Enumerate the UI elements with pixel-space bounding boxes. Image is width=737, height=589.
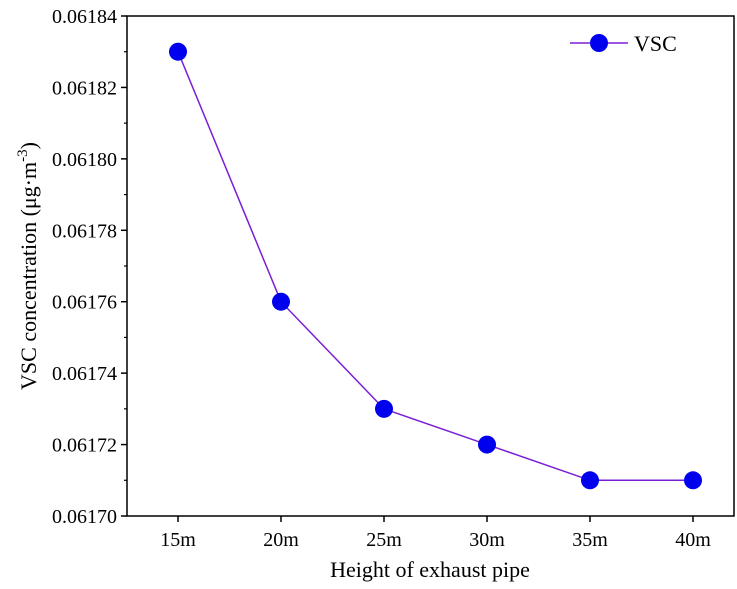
- legend-marker: [590, 34, 608, 52]
- y-tick-label: 0.06184: [52, 6, 117, 28]
- legend-label: VSC: [634, 31, 677, 56]
- series-group: [169, 42, 702, 490]
- data-point: [478, 435, 496, 454]
- x-tick-label: 40m: [675, 529, 711, 551]
- y-axis-label-superscript: -3: [15, 149, 31, 162]
- y-tick-label: 0.06180: [52, 149, 117, 171]
- x-tick-label: 25m: [366, 529, 402, 551]
- y-tick-label: 0.06172: [52, 435, 117, 457]
- data-point: [272, 292, 290, 311]
- y-tick-label: 0.06178: [52, 220, 117, 242]
- y-axis-label: VSC concentration (μg·m-3): [15, 142, 41, 390]
- data-point: [684, 471, 702, 490]
- data-point: [581, 471, 599, 490]
- y-tick-label: 0.06174: [52, 363, 117, 385]
- data-point: [169, 42, 187, 61]
- series-line-vsc: [177, 51, 693, 482]
- x-axis-label: Height of exhaust pipe: [330, 557, 530, 582]
- y-tick-label: 0.06170: [52, 506, 117, 528]
- y-axis-label-main: VSC concentration (μg·m: [16, 162, 41, 390]
- data-point: [375, 399, 393, 418]
- x-axis-ticks: 15m 20m 25m 30m 35m 40m: [160, 516, 711, 551]
- y-axis-label-close: ): [16, 142, 41, 149]
- plot-area: [126, 15, 735, 517]
- y-tick-label: 0.06182: [52, 77, 117, 99]
- x-tick-label: 30m: [469, 529, 505, 551]
- x-tick-label: 20m: [263, 529, 299, 551]
- x-tick-label: 35m: [572, 529, 608, 551]
- x-tick-label: 15m: [160, 529, 196, 551]
- legend: VSC: [570, 31, 677, 56]
- y-tick-label: 0.06176: [52, 292, 117, 314]
- y-axis-ticks: 0.06170 0.06172 0.06174 0.06176 0.06178 0.061…: [52, 6, 127, 528]
